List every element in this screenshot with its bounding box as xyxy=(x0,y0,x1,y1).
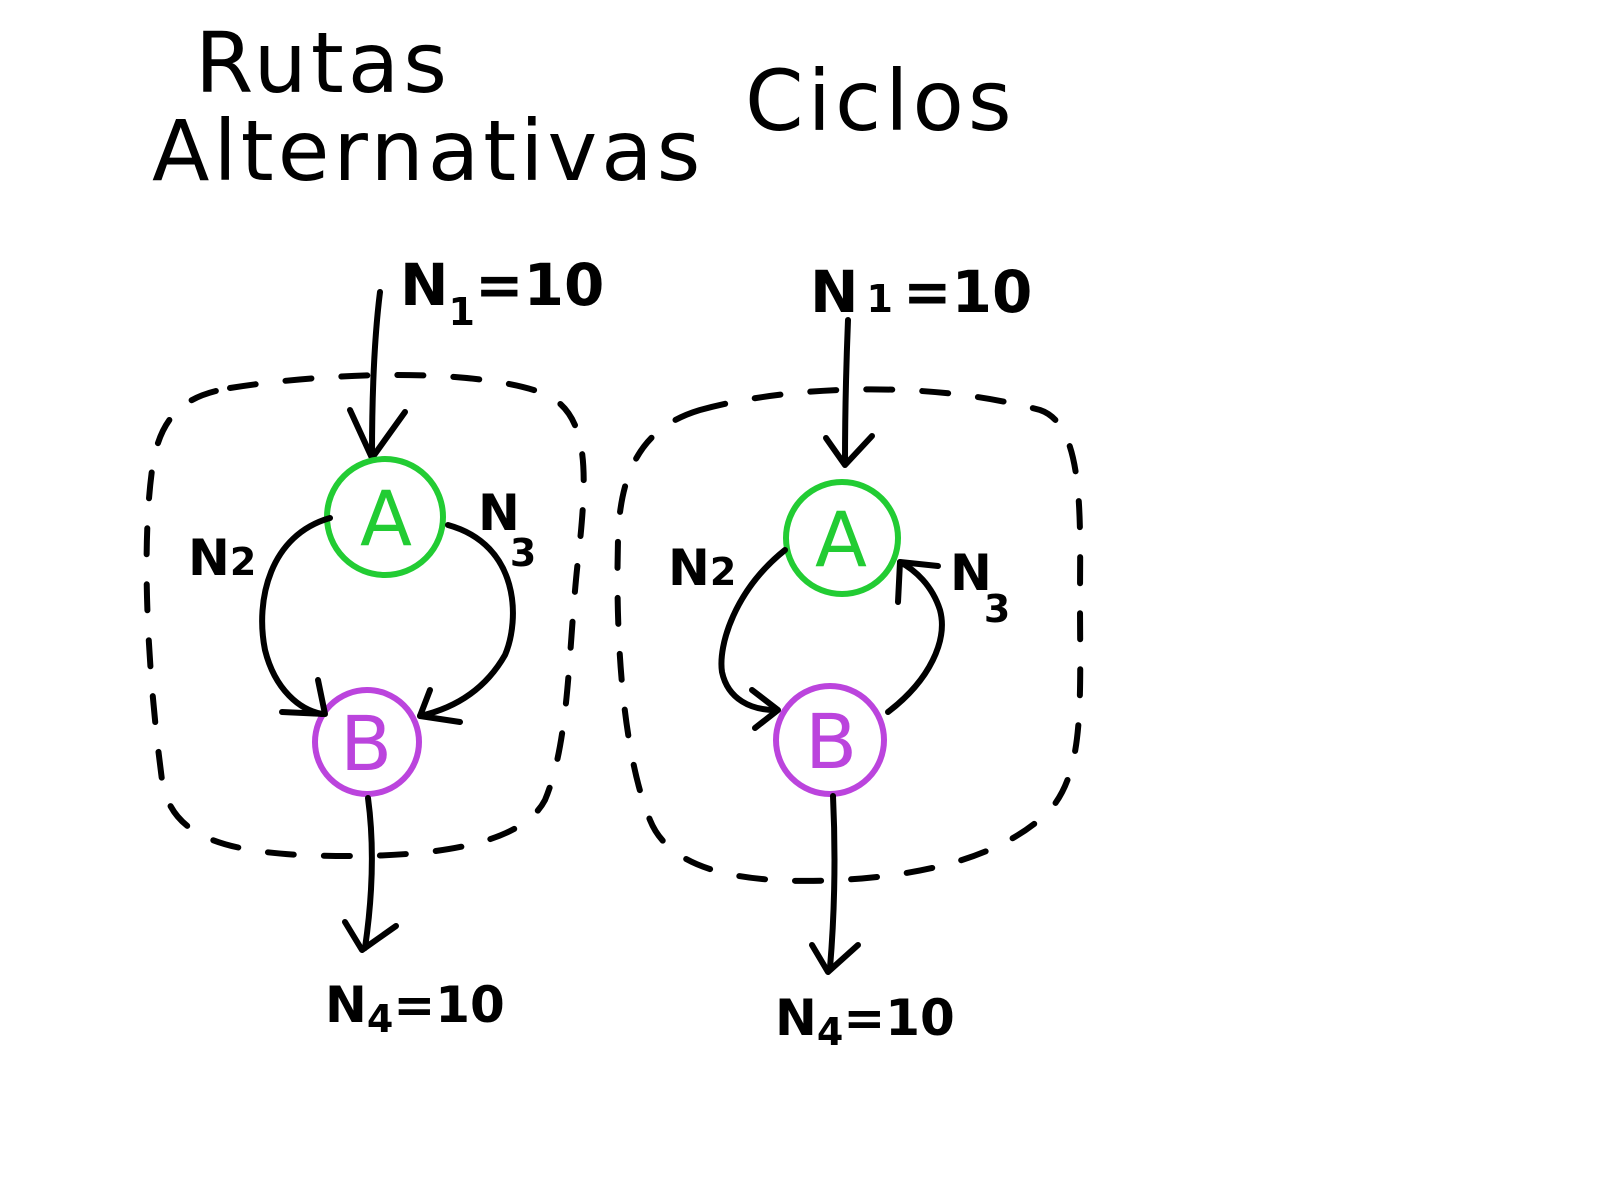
left-flow-n3-sub: 3 xyxy=(510,531,536,575)
right-flow-n2-arrowhead xyxy=(749,687,781,731)
left-inflow-sub: 1 xyxy=(449,290,475,334)
right-node-a-label: A xyxy=(815,495,867,584)
left-inflow-arrowhead xyxy=(347,407,408,461)
right-flow-n3-arrowhead xyxy=(895,559,941,605)
right-flow-n2-curve xyxy=(718,547,788,713)
right-outflow-arrow xyxy=(827,793,838,971)
left-flow-n2-curve xyxy=(259,515,333,717)
left-inflow-value: =10 xyxy=(475,251,604,319)
left-outflow-symbol: N xyxy=(325,976,367,1034)
right-inflow-symbol: N xyxy=(810,258,859,326)
left-inflow-arrow xyxy=(369,289,383,458)
right-inflow-value: =10 xyxy=(903,258,1032,326)
left-inflow-symbol: N xyxy=(400,251,449,319)
left-flow-n2-arrowhead xyxy=(279,677,328,717)
right-inflow-sub: 1 xyxy=(867,277,893,321)
right-flow-n2-symbol: N xyxy=(668,539,710,597)
left-inflow-label: N1=10 xyxy=(400,251,604,334)
left-flow-n3-symbol: N xyxy=(478,484,520,542)
right-flow-n3-curve xyxy=(885,559,945,715)
left-outflow-value: =10 xyxy=(393,976,504,1034)
right-node-b-ring xyxy=(773,683,887,797)
right-flow-n2-sub: 2 xyxy=(710,550,736,594)
left-flow-n2-label: N2 xyxy=(188,529,256,587)
right-system-boundary xyxy=(614,386,1084,884)
left-flow-n3-arrowhead xyxy=(417,687,463,725)
right-inflow-arrowhead xyxy=(823,433,875,468)
right-inflow-arrow xyxy=(842,317,851,465)
right-node-b-label: B xyxy=(805,697,857,786)
left-system-boundary xyxy=(143,372,587,860)
left-title-line1: Rutas xyxy=(195,14,451,112)
right-node-a-ring xyxy=(783,479,901,597)
right-inflow-label: N 1 =10 xyxy=(810,258,1032,326)
right-outflow-sub: 4 xyxy=(817,1010,843,1054)
right-flow-n2-label: N2 xyxy=(668,539,736,597)
left-outflow-arrowhead xyxy=(342,919,399,953)
right-flow-n3-symbol: N xyxy=(950,544,992,602)
right-outflow-label: N4=10 xyxy=(775,989,955,1054)
right-outflow-value: =10 xyxy=(843,989,954,1047)
right-flow-n3-sub: 3 xyxy=(984,587,1010,631)
right-outflow-arrowhead xyxy=(809,942,861,975)
right-outflow-symbol: N xyxy=(775,989,817,1047)
left-outflow-sub: 4 xyxy=(367,997,393,1041)
left-node-b-ring xyxy=(312,687,422,797)
left-flow-n2-symbol: N xyxy=(188,529,230,587)
left-outflow-label: N4=10 xyxy=(325,976,505,1041)
right-title: Ciclos xyxy=(745,52,1016,150)
left-title-line2: Alternativas xyxy=(152,102,704,200)
left-outflow-arrow xyxy=(362,795,375,951)
left-node-b-label: B xyxy=(340,699,392,788)
left-flow-n2-sub: 2 xyxy=(230,540,256,584)
left-flow-n3-curve xyxy=(417,522,516,719)
left-node-a-label: A xyxy=(360,474,412,563)
